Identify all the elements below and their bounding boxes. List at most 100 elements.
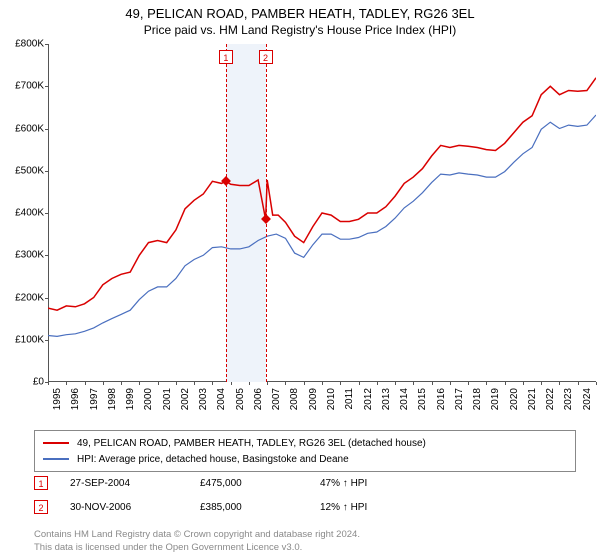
footer: Contains HM Land Registry data © Crown c… <box>34 529 360 554</box>
y-tick-label: £800K <box>15 39 44 50</box>
x-tick-label: 2000 <box>143 388 154 410</box>
x-tick-label: 2010 <box>326 388 337 410</box>
footer-line1: Contains HM Land Registry data © Crown c… <box>34 529 360 541</box>
x-tick-label: 2004 <box>216 388 227 410</box>
chart-container: 49, PELICAN ROAD, PAMBER HEATH, TADLEY, … <box>0 0 600 560</box>
x-tick-label: 2015 <box>417 388 428 410</box>
sale-date-2: 30-NOV-2006 <box>70 502 200 513</box>
x-tick-label: 2006 <box>253 388 264 410</box>
x-tick-mark <box>359 382 360 385</box>
y-tick-label: £100K <box>15 334 44 345</box>
x-tick-label: 2023 <box>563 388 574 410</box>
sale-hpi-2: 12% ↑ HPI <box>320 502 440 513</box>
x-tick-mark <box>377 382 378 385</box>
title-block: 49, PELICAN ROAD, PAMBER HEATH, TADLEY, … <box>0 0 600 37</box>
x-tick-mark <box>267 382 268 385</box>
x-tick-mark <box>559 382 560 385</box>
legend-swatch <box>43 442 69 444</box>
x-tick-label: 2014 <box>399 388 410 410</box>
x-tick-mark <box>66 382 67 385</box>
x-tick-label: 2016 <box>436 388 447 410</box>
x-tick-label: 2018 <box>472 388 483 410</box>
x-tick-label: 2022 <box>545 388 556 410</box>
footer-line2: This data is licensed under the Open Gov… <box>34 542 360 554</box>
sale-price-2: £385,000 <box>200 502 320 513</box>
title-main: 49, PELICAN ROAD, PAMBER HEATH, TADLEY, … <box>0 6 600 21</box>
x-tick-label: 1995 <box>52 388 63 410</box>
legend: 49, PELICAN ROAD, PAMBER HEATH, TADLEY, … <box>34 430 576 472</box>
x-tick-mark <box>212 382 213 385</box>
x-tick-mark <box>231 382 232 385</box>
legend-row-0: 49, PELICAN ROAD, PAMBER HEATH, TADLEY, … <box>43 435 567 451</box>
x-tick-mark <box>523 382 524 385</box>
x-tick-mark <box>85 382 86 385</box>
legend-label: 49, PELICAN ROAD, PAMBER HEATH, TADLEY, … <box>77 438 426 449</box>
x-tick-label: 2019 <box>490 388 501 410</box>
x-tick-mark <box>121 382 122 385</box>
x-tick-mark <box>340 382 341 385</box>
x-tick-mark <box>578 382 579 385</box>
x-tick-label: 2002 <box>180 388 191 410</box>
legend-label: HPI: Average price, detached house, Basi… <box>77 454 349 465</box>
x-tick-label: 1996 <box>70 388 81 410</box>
x-tick-mark <box>468 382 469 385</box>
marker-line-1 <box>226 44 227 382</box>
series-property <box>48 78 596 310</box>
y-tick-label: £200K <box>15 292 44 303</box>
x-tick-mark <box>194 382 195 385</box>
x-tick-label: 2024 <box>582 388 593 410</box>
x-tick-mark <box>176 382 177 385</box>
x-tick-label: 1999 <box>125 388 136 410</box>
x-tick-label: 2003 <box>198 388 209 410</box>
x-tick-label: 2021 <box>527 388 538 410</box>
x-tick-mark <box>158 382 159 385</box>
series-svg <box>48 44 596 382</box>
x-tick-mark <box>541 382 542 385</box>
plot-area: 12 <box>48 44 596 382</box>
x-tick-label: 2001 <box>162 388 173 410</box>
x-tick-mark <box>413 382 414 385</box>
x-tick-mark <box>304 382 305 385</box>
x-tick-mark <box>103 382 104 385</box>
y-tick-label: £500K <box>15 165 44 176</box>
marker-badge-2: 2 <box>259 50 273 64</box>
y-tick-label: £600K <box>15 123 44 134</box>
x-tick-label: 2020 <box>509 388 520 410</box>
legend-row-1: HPI: Average price, detached house, Basi… <box>43 451 567 467</box>
y-tick-label: £300K <box>15 250 44 261</box>
x-tick-mark <box>139 382 140 385</box>
x-tick-label: 2013 <box>381 388 392 410</box>
chart: £0£100K£200K£300K£400K£500K£600K£700K£80… <box>0 44 600 424</box>
sale-price-1: £475,000 <box>200 478 320 489</box>
x-tick-mark <box>395 382 396 385</box>
x-tick-label: 2007 <box>271 388 282 410</box>
x-tick-mark <box>505 382 506 385</box>
x-tick-mark <box>285 382 286 385</box>
y-axis: £0£100K£200K£300K£400K£500K£600K£700K£80… <box>0 44 48 382</box>
x-tick-label: 2005 <box>235 388 246 410</box>
x-tick-mark <box>48 382 49 385</box>
sale-row-1: 1 27-SEP-2004 £475,000 47% ↑ HPI <box>34 476 440 490</box>
series-hpi <box>48 115 596 336</box>
x-tick-mark <box>249 382 250 385</box>
x-tick-label: 1998 <box>107 388 118 410</box>
y-tick-label: £700K <box>15 81 44 92</box>
x-tick-mark <box>450 382 451 385</box>
x-tick-label: 1997 <box>89 388 100 410</box>
x-tick-label: 2012 <box>363 388 374 410</box>
sale-badge-2: 2 <box>34 500 48 514</box>
sale-hpi-1: 47% ↑ HPI <box>320 478 440 489</box>
x-tick-label: 2009 <box>308 388 319 410</box>
x-tick-mark <box>596 382 597 385</box>
y-tick-label: £400K <box>15 208 44 219</box>
x-tick-label: 2008 <box>289 388 300 410</box>
legend-swatch <box>43 458 69 460</box>
x-tick-mark <box>486 382 487 385</box>
x-axis: 1995 1996 1997 1998 1999 2000 2001 2002 2003 2004… <box>48 382 596 424</box>
y-tick-label: £0 <box>33 377 44 388</box>
sale-badge-1: 1 <box>34 476 48 490</box>
marker-badge-1: 1 <box>219 50 233 64</box>
sale-date-1: 27-SEP-2004 <box>70 478 200 489</box>
x-tick-mark <box>322 382 323 385</box>
x-tick-label: 2011 <box>344 388 355 410</box>
